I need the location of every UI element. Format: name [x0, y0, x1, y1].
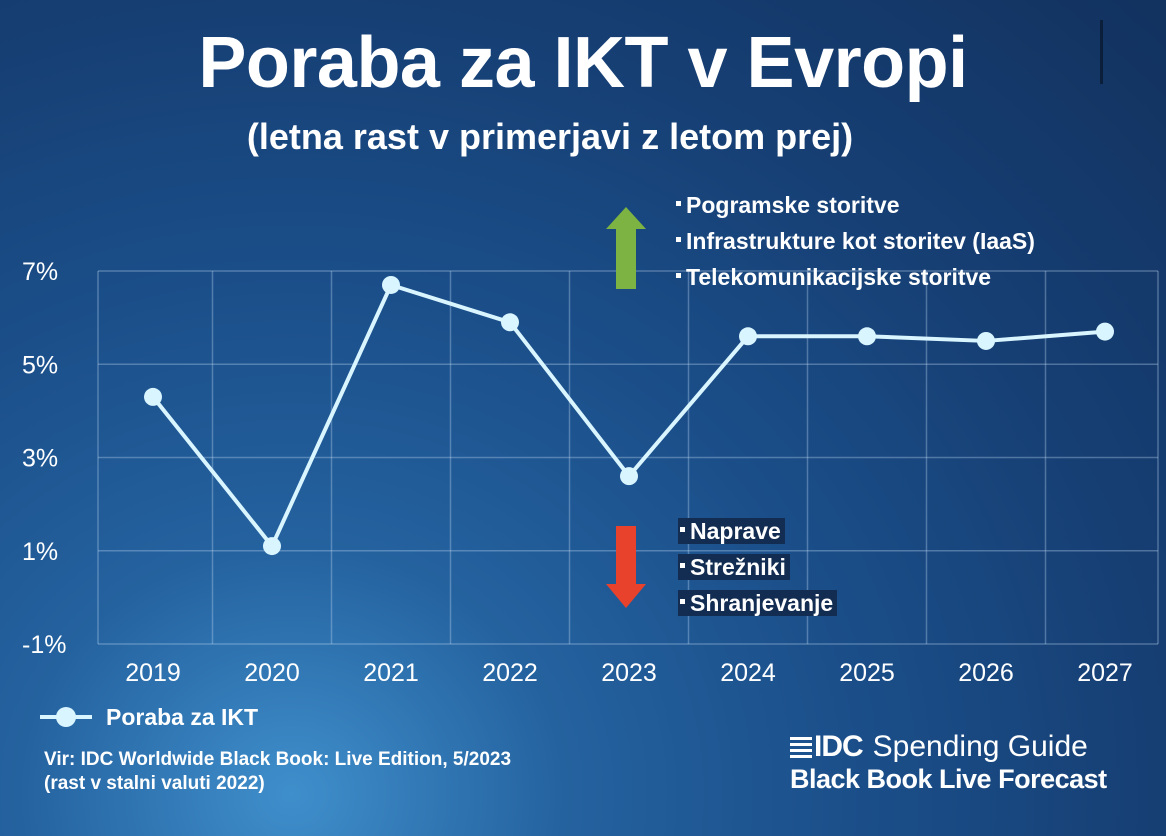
- x-tick-label: 2022: [482, 659, 538, 687]
- data-point: [620, 467, 638, 486]
- legend-label: Poraba za IKT: [106, 703, 259, 730]
- data-point: [977, 331, 995, 350]
- growth-down-item-label: Strežniki: [690, 554, 786, 580]
- growth-down-item-label: Naprave: [690, 518, 781, 544]
- data-point: [501, 313, 519, 332]
- source-line: Vir: IDC Worldwide Black Book: Live Edit…: [44, 749, 512, 770]
- growth-up-item: Telekomunikacijske storitve: [676, 259, 1035, 295]
- x-tick-label: 2027: [1077, 659, 1133, 687]
- page-title: Poraba za IKT v Evropi: [198, 23, 968, 103]
- y-tick-label: 1%: [22, 538, 58, 566]
- idc-brand: IDC: [814, 730, 864, 763]
- series-line: [151, 282, 1106, 549]
- source-currency-note: (rast v stalni valuti 2022): [44, 773, 265, 794]
- data-point: [382, 275, 400, 294]
- x-tick-label: 2024: [720, 659, 776, 687]
- idc-logo: IDC Spending Guide Black Book Live Forec…: [790, 730, 1140, 795]
- idc-globe-icon: [790, 734, 812, 760]
- growth-up-item: Infrastrukture kot storitev (IaaS): [676, 223, 1035, 259]
- growth-down-item: Strežniki: [678, 549, 837, 585]
- x-tick-label: 2023: [601, 659, 657, 687]
- y-tick-label: 7%: [22, 258, 58, 286]
- y-tick-label: 3%: [22, 445, 58, 473]
- growth-up-item-label: Telekomunikacijske storitve: [686, 264, 992, 290]
- growth-down-item-label: Shranjevanje: [690, 590, 834, 616]
- growth-up-list: Pogramske storitve Infrastrukture kot st…: [676, 187, 1035, 295]
- data-point: [858, 327, 876, 346]
- chart-legend: Poraba za IKT: [40, 700, 258, 734]
- data-point: [739, 327, 757, 346]
- data-point: [144, 387, 162, 406]
- growth-down-item: Naprave: [678, 513, 837, 549]
- growth-down-list: Naprave Strežniki Shranjevanje: [678, 513, 838, 621]
- up-arrow-icon: [606, 207, 646, 289]
- growth-up-item: Pogramske storitve: [676, 187, 1035, 223]
- data-point: [1096, 322, 1114, 341]
- logo-spending-guide: Spending Guide: [872, 730, 1088, 763]
- x-tick-label: 2020: [244, 659, 300, 687]
- data-point: [263, 537, 281, 556]
- x-tick-label: 2025: [839, 659, 895, 687]
- logo-black-book: Black Book Live Forecast: [790, 764, 1107, 794]
- down-arrow-icon: [606, 526, 646, 608]
- accent-bar: [1100, 20, 1103, 84]
- growth-down-item: Shranjevanje: [678, 585, 838, 621]
- x-tick-label: 2019: [125, 659, 181, 687]
- y-tick-label: -1%: [22, 631, 66, 659]
- y-tick-label: 5%: [22, 351, 58, 379]
- legend-marker: [40, 707, 92, 727]
- page-subtitle: (letna rast v primerjavi z letom prej): [246, 116, 854, 157]
- x-tick-label: 2021: [363, 659, 419, 687]
- growth-up-item-label: Pogramske storitve: [686, 192, 900, 218]
- source-note: Vir: IDC Worldwide Black Book: Live Edit…: [44, 748, 511, 796]
- growth-up-item-label: Infrastrukture kot storitev (IaaS): [686, 228, 1035, 254]
- x-tick-label: 2026: [958, 659, 1014, 687]
